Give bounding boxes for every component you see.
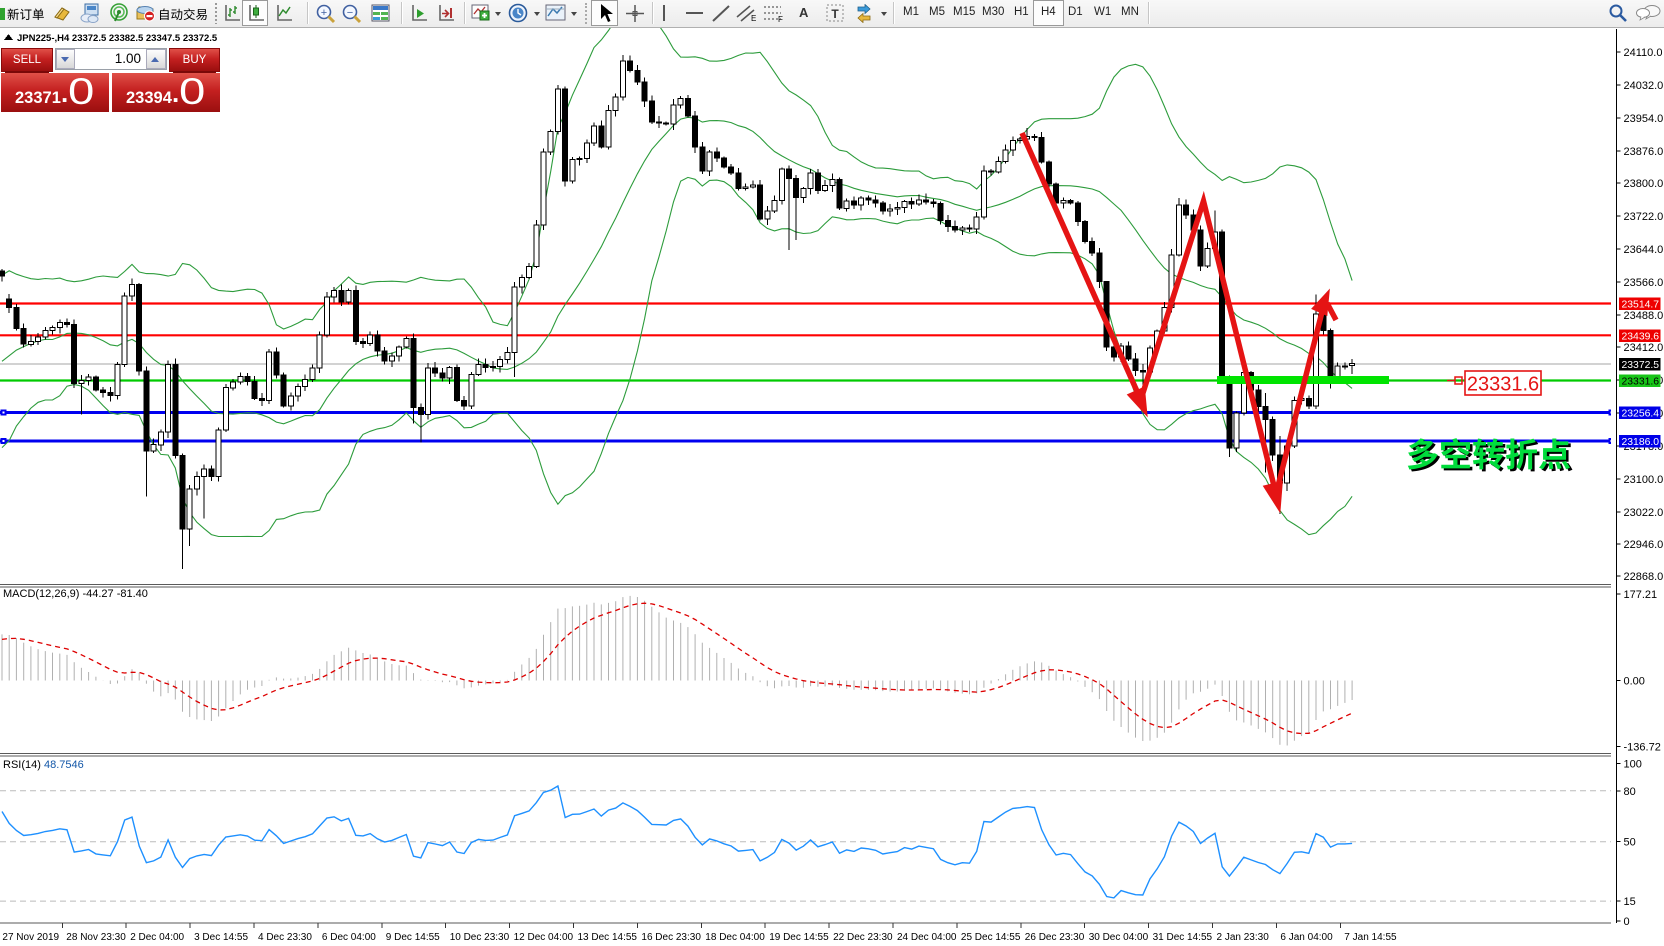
svg-text:+: + [321, 7, 327, 19]
svg-text:24032.0: 24032.0 [1624, 80, 1664, 92]
svg-text:31 Dec 14:55: 31 Dec 14:55 [1153, 932, 1213, 943]
svg-text:MACD(12,26,9) -44.27 -81.40: MACD(12,26,9) -44.27 -81.40 [3, 588, 148, 600]
svg-text:7 Jan 14:55: 7 Jan 14:55 [1344, 932, 1397, 943]
svg-text:23800.0: 23800.0 [1624, 178, 1664, 190]
svg-text:24110.0: 24110.0 [1624, 47, 1663, 59]
svg-text:177.21: 177.21 [1624, 589, 1658, 601]
svg-text:23186.0: 23186.0 [1622, 437, 1660, 448]
svg-text:23566.0: 23566.0 [1624, 277, 1664, 289]
svg-text:23488.0: 23488.0 [1624, 310, 1664, 322]
svg-text:16 Dec 23:30: 16 Dec 23:30 [641, 932, 701, 943]
svg-text:6 Jan 04:00: 6 Jan 04:00 [1280, 932, 1333, 943]
svg-text:23644.0: 23644.0 [1624, 244, 1664, 256]
svg-text:0: 0 [1624, 916, 1630, 928]
svg-text:24 Dec 04:00: 24 Dec 04:00 [897, 932, 957, 943]
svg-text:23022.0: 23022.0 [1624, 507, 1664, 519]
svg-text:23256.4: 23256.4 [1622, 409, 1660, 420]
svg-text:23876.0: 23876.0 [1624, 146, 1664, 158]
svg-text:T: T [831, 7, 839, 21]
svg-text:23954.0: 23954.0 [1624, 113, 1664, 125]
svg-text:23372.5: 23372.5 [1622, 360, 1660, 371]
svg-text:23331.6: 23331.6 [1467, 374, 1539, 396]
svg-text:23439.6: 23439.6 [1622, 331, 1660, 342]
svg-text:6 Dec 04:00: 6 Dec 04:00 [322, 932, 376, 943]
svg-text:50: 50 [1624, 837, 1636, 849]
svg-text:−: − [347, 7, 353, 19]
svg-text:12 Dec 04:00: 12 Dec 04:00 [514, 932, 574, 943]
svg-text:23331.6: 23331.6 [1622, 377, 1660, 388]
svg-text:80: 80 [1624, 786, 1636, 798]
svg-text:23100.0: 23100.0 [1624, 474, 1664, 486]
svg-text:22 Dec 23:30: 22 Dec 23:30 [833, 932, 893, 943]
svg-text:F: F [778, 15, 783, 23]
svg-text:22946.0: 22946.0 [1624, 539, 1664, 551]
svg-text:E: E [751, 14, 756, 23]
svg-text:4 Dec 23:30: 4 Dec 23:30 [258, 932, 312, 943]
svg-text:10 Dec 23:30: 10 Dec 23:30 [450, 932, 510, 943]
svg-text:23722.0: 23722.0 [1624, 211, 1664, 223]
svg-text:23412.0: 23412.0 [1624, 342, 1664, 354]
svg-text:0.00: 0.00 [1624, 676, 1645, 688]
svg-text:19 Dec 14:55: 19 Dec 14:55 [769, 932, 829, 943]
svg-text:2 Jan 23:30: 2 Jan 23:30 [1217, 932, 1270, 943]
svg-text:13 Dec 14:55: 13 Dec 14:55 [578, 932, 638, 943]
svg-text:JPN225-,H4 23372.5 23382.5 23: JPN225-,H4 23372.5 23382.5 23347.5 23372… [17, 33, 218, 44]
svg-text:26 Dec 23:30: 26 Dec 23:30 [1025, 932, 1085, 943]
svg-text:15: 15 [1624, 896, 1636, 908]
svg-text:27 Nov 2019: 27 Nov 2019 [2, 932, 59, 943]
svg-text:9 Dec 14:55: 9 Dec 14:55 [386, 932, 440, 943]
svg-text:28 Nov 23:30: 28 Nov 23:30 [66, 932, 126, 943]
svg-text:30 Dec 04:00: 30 Dec 04:00 [1089, 932, 1149, 943]
svg-text:22868.0: 22868.0 [1624, 571, 1664, 583]
svg-text:25 Dec 14:55: 25 Dec 14:55 [961, 932, 1021, 943]
svg-text:23514.7: 23514.7 [1622, 300, 1660, 311]
svg-text:3 Dec 14:55: 3 Dec 14:55 [194, 932, 248, 943]
svg-text:RSI(14) 48.7546: RSI(14) 48.7546 [3, 759, 84, 771]
svg-text:2 Dec 04:00: 2 Dec 04:00 [130, 932, 184, 943]
svg-text:-136.72: -136.72 [1624, 742, 1661, 754]
svg-text:100: 100 [1624, 759, 1642, 771]
svg-text:18 Dec 04:00: 18 Dec 04:00 [705, 932, 765, 943]
